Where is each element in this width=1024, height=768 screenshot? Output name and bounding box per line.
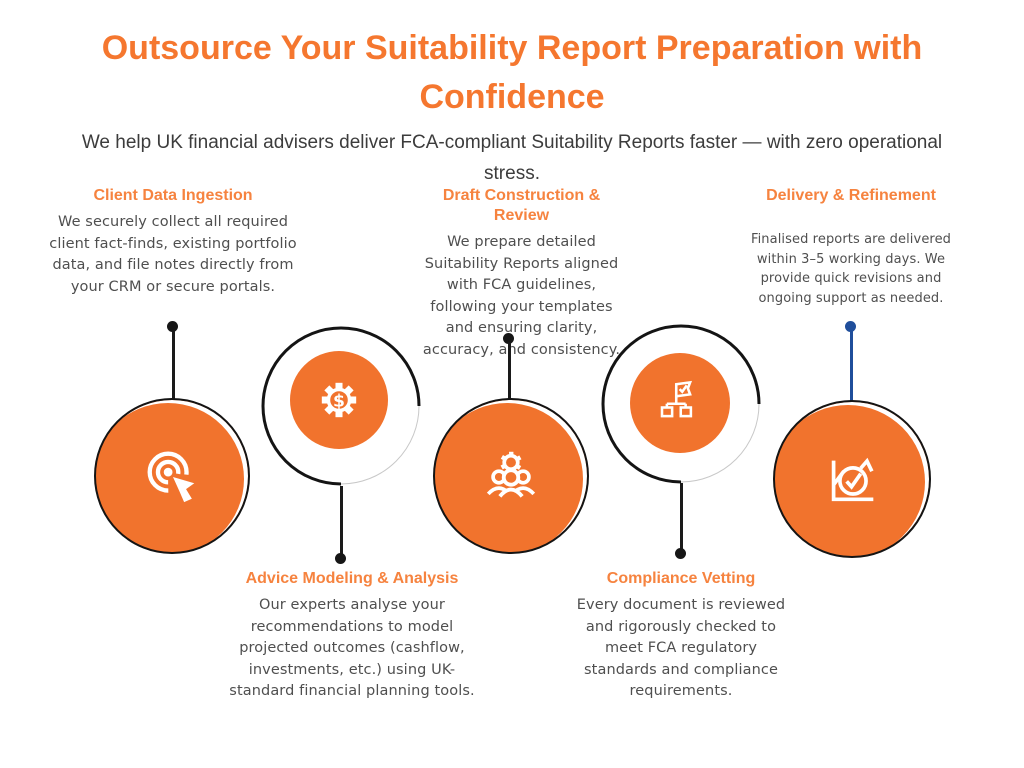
step-1-connector-line	[172, 330, 175, 400]
step-3-title: Draft Construction & Review	[442, 187, 601, 224]
step-2-connector-dot	[335, 553, 346, 564]
step-1-text-block: Client Data Ingestion We securely collec…	[48, 186, 298, 298]
step-3-text-block: Draft Construction & Review We prepare d…	[419, 186, 624, 361]
step-3-connector-dot	[503, 333, 514, 344]
step-1-connector-dot	[167, 321, 178, 332]
step-4-text-block: Compliance Vetting Every document is rev…	[576, 569, 786, 703]
step-2-connector-line	[340, 486, 343, 554]
page-title: Outsource Your Suitability Report Prepar…	[0, 24, 1024, 122]
chart-check-icon	[831, 457, 874, 502]
step-1-circle	[94, 398, 250, 554]
step-2-title: Advice Modeling & Analysis	[245, 570, 459, 587]
svg-text:$: $	[333, 391, 345, 411]
step-4-description: Every document is reviewed and rigorousl…	[576, 597, 786, 699]
page-subtitle: We help UK financial advisers deliver FC…	[81, 132, 943, 184]
gear-dollar-icon: $	[321, 382, 357, 418]
step-5-connector-dot	[845, 321, 856, 332]
step-4-connector-dot	[675, 548, 686, 559]
step-3-description: We prepare detailed Suitability Reports …	[422, 234, 621, 358]
step-3-connector-line	[508, 342, 511, 402]
team-gear-icon	[486, 451, 536, 498]
step-4-title: Compliance Vetting	[606, 570, 756, 587]
step-5-connector-line	[850, 330, 853, 402]
step-5-description: Finalised reports are delivered within 3…	[750, 232, 952, 306]
step-2-description: Our experts analyse your recommendations…	[229, 597, 475, 699]
step-2-circle	[261, 326, 421, 486]
step-2-text-block: Advice Modeling & Analysis Our experts a…	[229, 569, 475, 703]
step-5-title: Delivery & Refinement	[766, 187, 936, 204]
step-5-text-block: Delivery & Refinement Finalised reports …	[742, 186, 960, 308]
step-4-connector-line	[680, 483, 683, 549]
org-chart-check-icon	[660, 380, 693, 418]
step-1-description: We securely collect all required client …	[49, 214, 297, 295]
page-title-line1: Outsource Your Suitability Report Prepar…	[101, 29, 923, 67]
page-title-line2: Confidence	[419, 78, 605, 116]
step-1-title: Client Data Ingestion	[93, 187, 253, 204]
target-arrow-icon	[147, 451, 195, 503]
